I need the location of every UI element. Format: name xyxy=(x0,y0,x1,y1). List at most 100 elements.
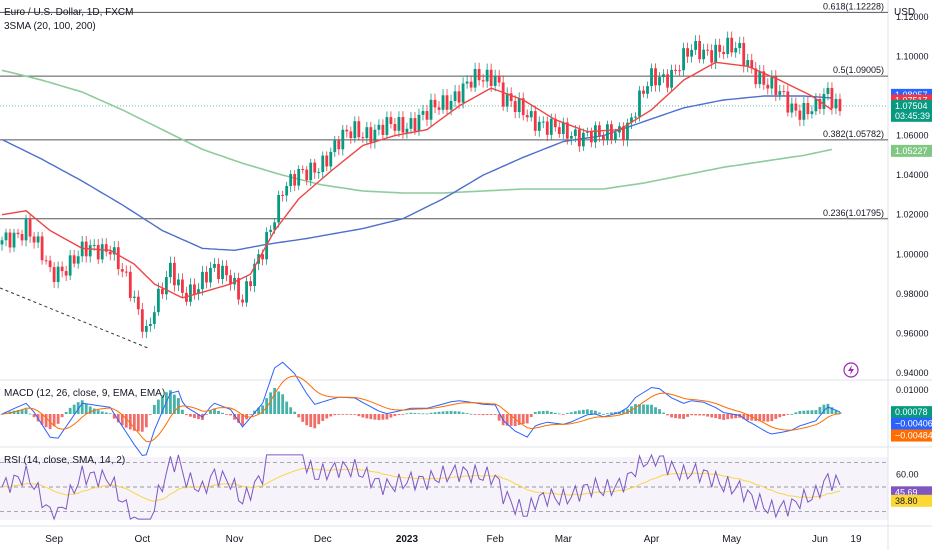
candle-body xyxy=(581,132,585,147)
candle-body xyxy=(746,60,750,67)
macd-histogram-bar xyxy=(758,414,762,422)
macd-histogram-bar xyxy=(285,401,289,414)
candle-body xyxy=(553,118,557,128)
macd-histogram-bar xyxy=(702,414,706,416)
macd-histogram-bar xyxy=(602,413,605,415)
candle-body xyxy=(786,91,790,113)
macd-histogram-bar xyxy=(469,413,473,415)
macd-histogram-bar xyxy=(449,410,453,414)
macd-histogram-bar xyxy=(329,414,333,417)
macd-histogram-bar xyxy=(16,410,20,414)
macd-tick: 0.01000 xyxy=(896,385,929,395)
candle-body xyxy=(369,127,373,143)
macd-histogram-bar xyxy=(722,414,726,420)
candle-body xyxy=(614,132,617,140)
time-tick: Apr xyxy=(644,534,660,545)
macd-histogram-bar xyxy=(357,414,361,417)
candle-body xyxy=(738,42,742,49)
candle-body xyxy=(425,111,429,120)
candle-body xyxy=(156,288,160,313)
candle-body xyxy=(577,129,581,147)
candle-body xyxy=(273,222,277,230)
macd-histogram-bar xyxy=(365,414,369,419)
macd-histogram-bar xyxy=(401,414,405,415)
candle-body xyxy=(758,71,762,85)
macd-histogram-bar xyxy=(281,394,285,414)
lightning-icon[interactable] xyxy=(843,362,859,378)
macd-histogram-bar xyxy=(453,411,457,414)
candle-body xyxy=(0,240,4,245)
candle-body xyxy=(293,174,297,186)
macd-histogram-bar xyxy=(369,414,373,420)
macd-histogram-bar xyxy=(597,412,601,414)
candle-body xyxy=(722,51,726,55)
macd-histogram-bar xyxy=(60,414,64,418)
candle-body xyxy=(389,117,393,124)
macd-histogram-bar xyxy=(56,414,60,424)
candle-body xyxy=(593,125,597,143)
macd-histogram-bar xyxy=(136,414,140,432)
candle-body xyxy=(533,111,537,131)
rsi-legend: RSI (14, close, SMA, 14, 2) xyxy=(4,455,125,466)
rsi-tick: 60.00 xyxy=(896,470,919,480)
macd-histogram-bar xyxy=(128,414,132,430)
candle-body xyxy=(124,271,128,273)
candle-body xyxy=(670,69,673,88)
candle-body xyxy=(521,98,525,116)
macd-histogram-bar xyxy=(726,414,730,420)
candle-body xyxy=(317,172,321,174)
macd-histogram-bar xyxy=(305,414,309,426)
candle-body xyxy=(160,288,164,295)
candle-body xyxy=(549,118,553,135)
candle-body xyxy=(569,136,573,139)
price-badge xyxy=(891,144,932,157)
candle-body xyxy=(826,87,830,95)
macd-histogram-bar xyxy=(345,414,349,415)
price-badge-value: 1.07504 xyxy=(895,101,928,111)
candle-body xyxy=(76,256,80,264)
macd-histogram-bar xyxy=(409,412,413,414)
candle-body xyxy=(634,116,637,118)
macd-histogram-bar xyxy=(666,414,669,416)
rsi-badge-value: 45.69 xyxy=(895,487,918,497)
macd-histogram-bar xyxy=(505,414,509,426)
candle-body xyxy=(333,140,337,152)
candle-body xyxy=(429,99,433,120)
macd-histogram-bar xyxy=(325,414,329,419)
macd-histogram-bar xyxy=(670,414,673,418)
price-tick: 1.10000 xyxy=(896,51,929,61)
macd-histogram-bar xyxy=(417,413,421,415)
macd-histogram-bar xyxy=(634,404,637,414)
macd-histogram-bar xyxy=(104,412,108,414)
time-tick: 19 xyxy=(850,534,862,545)
candle-body xyxy=(682,48,685,71)
candle-body xyxy=(413,118,417,132)
macd-histogram-bar xyxy=(277,391,281,414)
candle-body xyxy=(497,75,501,83)
candle-body xyxy=(8,232,12,248)
macd-histogram-bar xyxy=(289,407,293,414)
macd-histogram-bar xyxy=(100,411,104,414)
candle-body xyxy=(221,265,224,279)
macd-histogram-bar xyxy=(710,414,714,418)
candle-body xyxy=(116,247,120,270)
candle-body xyxy=(108,251,112,255)
macd-histogram-bar xyxy=(585,409,589,414)
candle-body xyxy=(734,48,738,53)
candle-body xyxy=(477,69,481,81)
candle-body xyxy=(305,169,309,181)
macd-histogram-bar xyxy=(108,413,112,415)
candle-body xyxy=(325,155,329,167)
macd-histogram-bar xyxy=(513,414,517,427)
macd-histogram-bar xyxy=(606,413,609,414)
macd-histogram-bar xyxy=(674,414,677,419)
macd-histogram-bar xyxy=(80,400,84,414)
macd-histogram-bar xyxy=(806,410,810,414)
candle-body xyxy=(557,127,561,135)
candle-body xyxy=(345,129,349,132)
candle-body xyxy=(654,68,657,86)
macd-histogram-bar xyxy=(826,403,830,414)
macd-histogram-bar xyxy=(76,402,80,414)
macd-histogram-bar xyxy=(553,412,557,414)
